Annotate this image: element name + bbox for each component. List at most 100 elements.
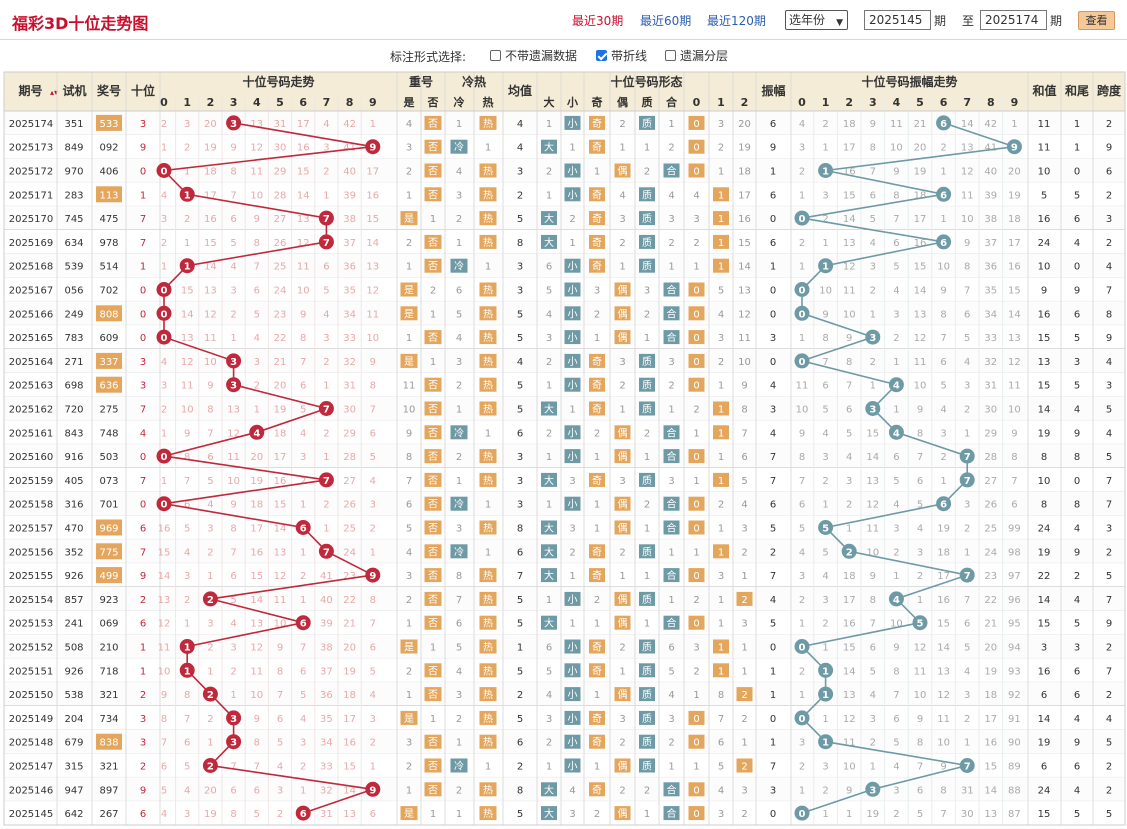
form012-badge: 1 xyxy=(718,214,724,225)
period-link-60[interactable]: 最近60期 xyxy=(640,14,692,28)
amp-digit-header: 1 xyxy=(822,96,830,109)
trend-ball-label: 1 xyxy=(184,666,191,677)
checkbox-no-miss[interactable] xyxy=(490,50,501,61)
amp-cell: 5 xyxy=(770,524,776,535)
trial-cell: 539 xyxy=(64,262,83,273)
trend-miss: 19 xyxy=(274,405,287,416)
trend-miss: 5 xyxy=(254,309,260,320)
trend-ball xyxy=(156,163,172,178)
form012-miss: 13 xyxy=(738,286,751,297)
query-button[interactable]: 查看 xyxy=(1078,11,1115,30)
amp-miss: 14 xyxy=(866,452,879,463)
option-polyline[interactable]: 带折线 xyxy=(596,47,647,64)
form-miss: 2 xyxy=(668,238,674,249)
amp-miss: 11 xyxy=(914,357,927,368)
trend-miss: 11 xyxy=(204,333,217,344)
form-badge: 偶 xyxy=(618,688,628,701)
form012-miss: 4 xyxy=(718,309,724,320)
form012-miss: 1 xyxy=(693,428,699,439)
trend-miss: 4 xyxy=(161,809,167,820)
hot-badge: 热 xyxy=(483,474,493,487)
trend-miss: 11 xyxy=(250,167,263,178)
trend-miss: 13 xyxy=(343,809,356,820)
form-miss: 1 xyxy=(569,238,575,249)
amp-miss: 16 xyxy=(843,619,856,630)
trend-miss: 3 xyxy=(323,143,329,154)
period-link-120[interactable]: 最近120期 xyxy=(707,14,766,28)
amp-ball xyxy=(818,520,834,535)
checkbox-polyline[interactable] xyxy=(596,50,607,61)
amp-miss: 16 xyxy=(937,595,950,606)
form-badge: 大 xyxy=(544,783,554,796)
trend-miss: 13 xyxy=(181,333,194,344)
tail-cell: 8 xyxy=(1074,452,1080,463)
amp-miss: 11 xyxy=(843,286,856,297)
form012-badge-bg xyxy=(688,330,705,345)
option-layer[interactable]: 遗漏分层 xyxy=(665,47,728,64)
trial-cell: 405 xyxy=(64,476,83,487)
trend-miss: 5 xyxy=(230,238,236,249)
trend-miss: 32 xyxy=(320,785,333,796)
from-period-input[interactable]: 2025145 xyxy=(864,10,931,30)
amp-miss: 21 xyxy=(914,119,927,130)
trend-ball-label: 6 xyxy=(300,524,307,535)
trend-ball xyxy=(179,662,195,678)
amp-miss: 33 xyxy=(984,333,997,344)
amp-miss: 11 xyxy=(914,666,927,677)
trend-miss: 13 xyxy=(158,595,171,606)
amp-miss: 15 xyxy=(866,428,879,439)
amp-miss: 32 xyxy=(984,357,997,368)
amp-miss: 90 xyxy=(1008,738,1021,749)
amp-cell: 6 xyxy=(770,500,776,511)
trend-miss: 1 xyxy=(207,666,213,677)
trend-miss: 1 xyxy=(300,785,306,796)
period-link-30[interactable]: 最近30期 xyxy=(572,14,624,28)
to-period-input[interactable]: 2025174 xyxy=(980,10,1047,30)
trend-ball xyxy=(156,496,172,512)
amp-miss: 10 xyxy=(1008,405,1021,416)
checkbox-layer[interactable] xyxy=(665,50,676,61)
form-miss: 4 xyxy=(619,190,625,201)
amp-miss: 2 xyxy=(870,357,876,368)
year-select[interactable]: 选年份 ▼ xyxy=(785,10,848,30)
form-miss: 3 xyxy=(619,476,625,487)
form012-badge-bg xyxy=(736,758,753,773)
amp-ball-label: 3 xyxy=(869,405,876,416)
form-badge-bg xyxy=(663,163,680,178)
prize-highlight xyxy=(96,519,122,536)
form012-miss: 18 xyxy=(738,167,751,178)
tail-cell: 1 xyxy=(1074,143,1080,154)
tail-cell: 1 xyxy=(1074,119,1080,130)
trend-miss: 3 xyxy=(370,714,376,725)
tens-cell: 3 xyxy=(140,738,146,749)
amp-miss: 18 xyxy=(843,119,856,130)
amp-miss: 1 xyxy=(870,381,876,392)
form-miss: 2 xyxy=(546,428,552,439)
amp-ball-label: 0 xyxy=(799,357,806,368)
trend-miss: 14 xyxy=(204,262,217,273)
sum-cell: 15 xyxy=(1038,333,1051,344)
avg-cell: 5 xyxy=(517,619,523,630)
trend-miss: 9 xyxy=(370,357,376,368)
amp-cell: 2 xyxy=(770,547,776,558)
sum-cell: 16 xyxy=(1038,666,1051,677)
amp-miss: 8 xyxy=(893,190,899,201)
option-no-miss[interactable]: 不带遗漏数据 xyxy=(490,47,577,64)
trend-digit-header: 4 xyxy=(253,96,261,109)
trend-ball xyxy=(295,805,311,821)
trend-miss: 1 xyxy=(207,738,213,749)
form-miss: 1 xyxy=(619,143,625,154)
trend-miss: 9 xyxy=(254,214,260,225)
trend-miss: 13 xyxy=(366,262,379,273)
amp-ball xyxy=(818,258,834,274)
form-miss: 1 xyxy=(569,143,575,154)
prize-cell: 808 xyxy=(99,309,118,320)
form012-miss: 3 xyxy=(718,809,724,820)
form012-miss: 3 xyxy=(718,119,724,130)
amp-ball-label: 9 xyxy=(1011,143,1018,154)
trend-miss: 1 xyxy=(370,119,376,130)
form-badge: 偶 xyxy=(618,807,628,820)
form012-badge-bg xyxy=(688,782,705,797)
amp-miss: 5 xyxy=(870,666,876,677)
amp-ball xyxy=(794,710,810,726)
